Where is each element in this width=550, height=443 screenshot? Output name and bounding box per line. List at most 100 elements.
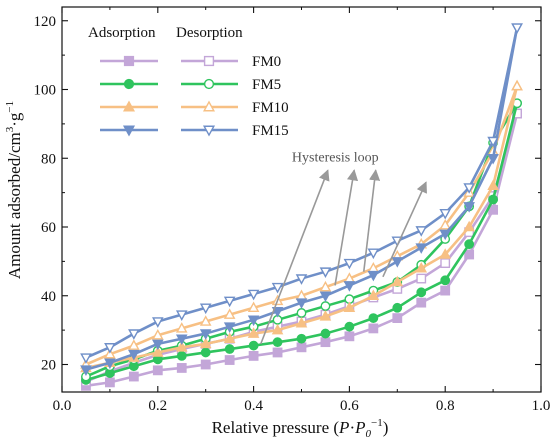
fm5-adsorption-point [488,194,498,205]
x-tick-labels: 0.0 0.2 0.4 0.6 0.8 1.0 [53,398,550,414]
fm15-desorption-point [128,329,140,340]
annotation-label: Hysteresis loop [292,151,379,166]
fm15-desorption-point [343,258,356,270]
legend: Adsorption Desorption FM0 FM5 FM10 FM15 [88,25,289,139]
fm5-adsorption-point [176,351,187,361]
fm5-adsorption-point [200,347,211,358]
fm0-desorption-point [512,108,522,119]
fm5-adsorption-point [248,340,259,351]
fm15-desorption-point [271,282,284,294]
fm15-adsorption-point [295,298,308,309]
fm15-adsorption-point [463,202,475,213]
fm15-adsorption-point [175,334,188,346]
fm15-adsorption-point [247,315,260,327]
fm15-desorption-point [463,183,475,194]
fm15-desorption-point [367,248,380,260]
fm5-desorption-point [320,301,331,311]
fm5-adsorption-point [440,275,451,286]
x-axis-title-prefix: Relative pressure ( [212,418,340,437]
series-layer [80,23,523,391]
fm15-desorption-point [439,208,452,220]
annotation-arrow [382,181,427,278]
y-tick-label: 80 [41,151,56,167]
fm15-adsorption-point [391,257,404,268]
fm0-adsorption-point [224,355,235,365]
fm15-desorption-point [175,310,188,321]
fm0-adsorption-point [248,351,259,361]
fm0-adsorption-point [152,365,163,376]
fm10-adsorption-point [319,310,332,321]
fm0-adsorption-point [344,331,355,342]
fm0-adsorption-point [416,297,427,308]
fm15-adsorption-point [128,349,140,361]
series-fm15 [80,23,523,376]
fm15-desorption-point [199,303,212,315]
fm10-adsorption-point [343,301,356,313]
fm15-desorption-point [104,343,116,354]
fm10-adsorption-point [223,332,236,343]
x-axis-title-symbol-p: P [338,418,349,437]
legend-adsorption-marker-fm10 [122,100,136,112]
legend-desorption-marker-fm10 [202,100,216,112]
series-fm10 [80,79,523,373]
x-tick-label: 0.8 [436,398,455,414]
x-tick-label: 0.6 [340,398,359,414]
fm15-adsorption-point [223,322,236,333]
annotation-arrow [362,169,381,272]
fm15-adsorption-point [415,243,428,254]
fm0-adsorption-point [128,371,139,382]
y-axis-title-mid: ·g [5,112,24,127]
fm0-adsorption-point [368,323,379,334]
fm10-desorption-point [439,218,452,230]
annotation-arrow [260,169,330,345]
annotation-arrow [334,169,359,286]
y-axis-title-sup-3: 3 [4,126,16,132]
fm15-desorption-point [295,274,308,285]
fm5-adsorption-point [296,333,307,344]
fm10-adsorption-point [175,341,188,352]
legend-desorption-marker-fm15 [202,125,216,137]
fm15-adsorption-point [439,229,452,241]
fm15-desorption-point [415,226,428,237]
fm15-adsorption-point [151,339,164,351]
fm10-adsorption-point [439,248,452,259]
fm5-adsorption-point [368,313,379,323]
legend-label-fm0: FM0 [252,54,281,70]
fm15-desorption-point [223,296,236,308]
fm10-desorption-point [175,322,188,333]
fm10-adsorption-point [271,323,284,335]
y-tick-label: 120 [34,14,57,30]
x-axis-title-subscript: 0 [366,428,372,440]
fm10-adsorption-point [487,179,499,191]
fm15-adsorption-point [199,329,212,340]
fm10-desorption-point [511,79,523,91]
x-axis-title-dot: · [349,418,355,437]
fm0-adsorption-point [296,342,307,353]
fm0-adsorption-point [200,359,211,370]
fm10-desorption-point [128,339,140,350]
fm10-adsorption-point [367,289,380,301]
fm15-desorption-point [151,317,164,328]
y-axis-title: Amount adsorbed/cm3·g−1 [4,101,24,279]
fm15-desorption-point [487,136,499,148]
fm15-adsorption-point [343,281,356,292]
fm15-adsorption-point [271,306,284,318]
fm10-desorption-point [319,280,332,292]
y-tick-label: 60 [41,220,56,236]
x-axis-title: Relative pressure (P·P0−1) [212,417,389,440]
fm0-adsorption-point [392,313,403,323]
y-axis-title-sup-neg1: −1 [4,101,16,113]
legend-adsorption-marker-fm15 [122,125,136,137]
fm15-desorption-point [511,23,523,34]
x-tick-label: 0.4 [244,398,263,414]
fm0-desorption-point [440,258,451,268]
fm15-adsorption-point [104,358,116,370]
fm15-adsorption-point [487,153,499,165]
y-tick-label: 20 [41,358,56,374]
fm10-desorption-point [247,301,260,313]
fm10-desorption-point [223,308,236,319]
x-axis-title-symbol-p0: P [354,418,365,437]
fm0-desorption-point [416,273,427,284]
